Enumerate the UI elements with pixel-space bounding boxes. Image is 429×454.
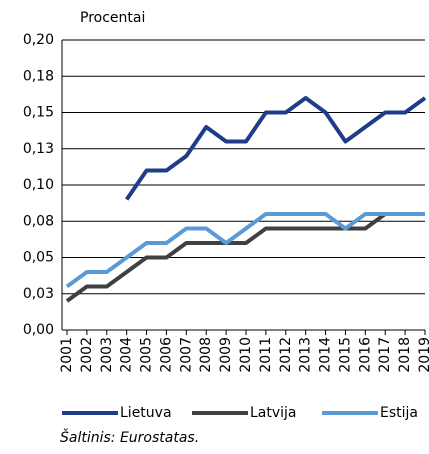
source-note: Šaltinis: Eurostatas. [60, 428, 199, 446]
x-tick-label: 2015 [337, 337, 353, 373]
x-tick-label: 2019 [417, 337, 429, 373]
y-tick-label: 0,03 [23, 286, 54, 302]
x-tick-label: 2007 [178, 337, 194, 373]
y-tick-label: 0,10 [23, 177, 54, 193]
x-tick-label: 2006 [158, 337, 174, 373]
x-tick-label: 2008 [198, 337, 214, 373]
y-tick-label: 0,13 [23, 141, 54, 157]
y-tick-label: 0,20 [23, 32, 54, 48]
x-tick-label: 2003 [99, 337, 115, 373]
y-axis-label: Procentai [80, 10, 145, 26]
x-tick-label: 2016 [357, 337, 373, 373]
y-tick-label: 0,05 [23, 250, 54, 266]
series-line [65, 212, 425, 289]
x-tick-label: 2017 [377, 337, 393, 373]
y-tick-label: 0,18 [23, 68, 54, 84]
x-tick-label: 2018 [397, 337, 413, 373]
y-tick-label: 0,00 [23, 322, 54, 338]
x-tick-label: 2001 [59, 337, 75, 373]
y-tick-label: 0,08 [23, 213, 54, 229]
x-tick-label: 2010 [238, 337, 254, 373]
legend-label: Lietuva [120, 405, 172, 421]
series-line [125, 96, 427, 201]
x-tick-label: 2013 [298, 337, 314, 373]
legend-label: Latvija [250, 405, 297, 421]
x-tick-label: 2014 [318, 337, 334, 373]
x-tick-label: 2011 [258, 337, 274, 373]
x-tick-label: 2009 [218, 337, 234, 373]
x-tick-label: 2005 [139, 337, 155, 373]
x-tick-label: 2004 [119, 337, 135, 373]
y-tick-label: 0,15 [23, 105, 54, 121]
series-line [65, 212, 425, 303]
x-tick-label: 2012 [278, 337, 294, 373]
x-tick-label: 2002 [79, 337, 95, 373]
legend-label: Estija [380, 405, 418, 421]
